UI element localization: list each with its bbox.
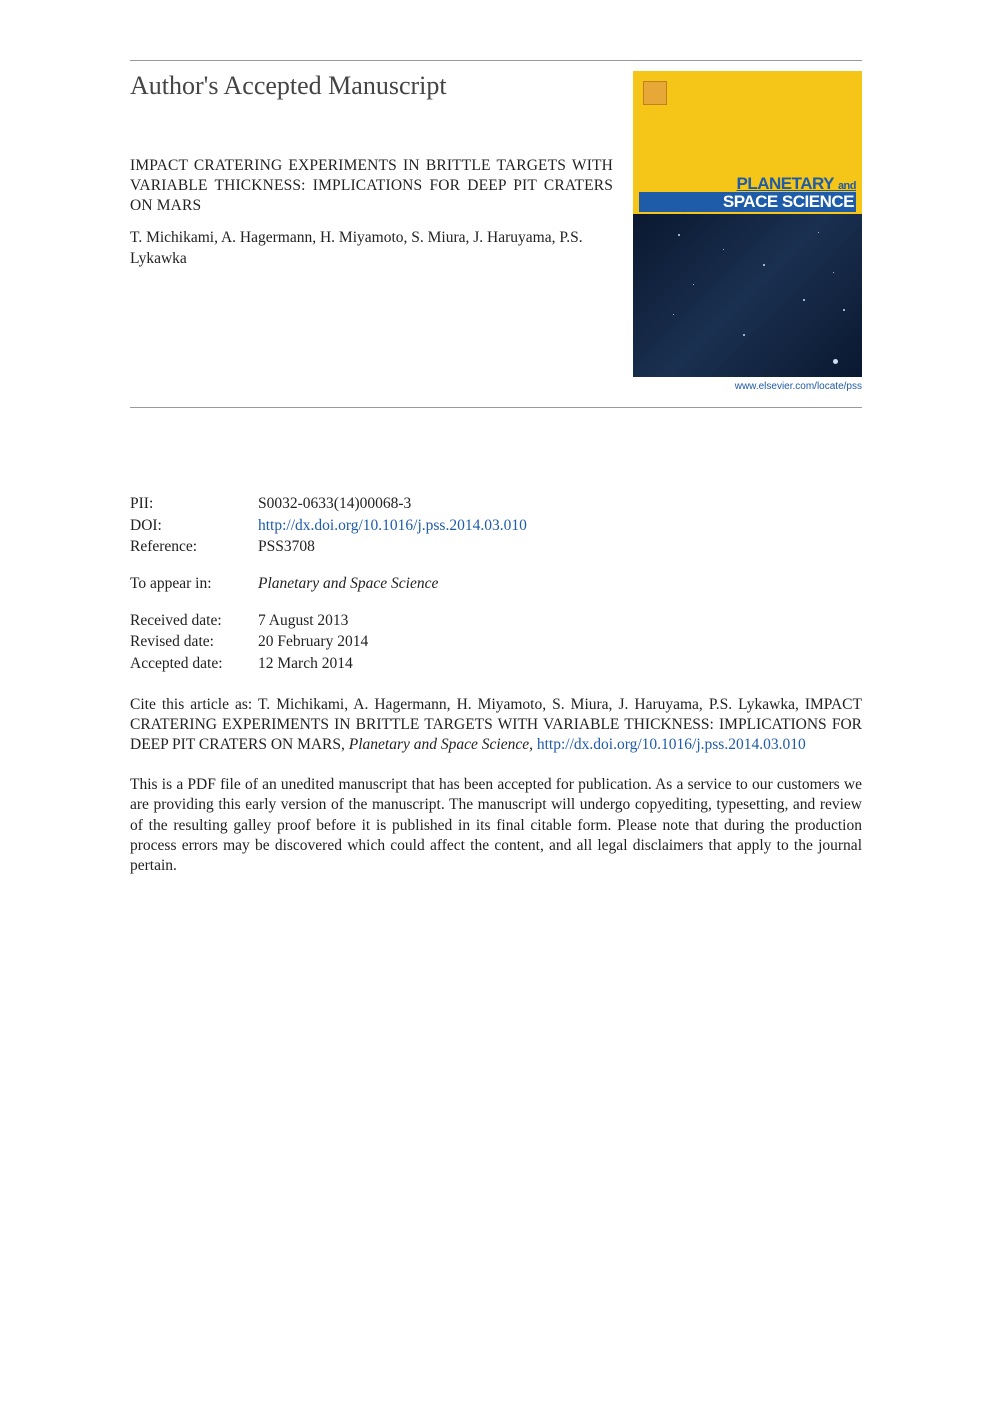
journal-name-line2: SPACE SCIENCE [639,192,856,212]
star-icon [673,314,674,315]
star-icon [833,272,834,273]
doi-link[interactable]: http://dx.doi.org/10.1016/j.pss.2014.03.… [258,517,527,534]
received-value: 7 August 2013 [258,610,862,632]
star-icon [833,359,838,364]
doi-row: DOI: http://dx.doi.org/10.1016/j.pss.201… [130,515,862,537]
citation-text: Cite this article as: T. Michikami, A. H… [130,695,862,755]
star-icon [843,309,845,311]
authors-list: T. Michikami, A. Hagermann, H. Miyamoto,… [130,228,613,268]
cover-top-section: PLANETARY and SPACE SCIENCE [633,71,862,214]
doi-label: DOI: [130,515,258,537]
revised-row: Revised date: 20 February 2014 [130,631,862,653]
journal-website-link[interactable]: www.elsevier.com/locate/pss [633,381,862,392]
reference-row: Reference: PSS3708 [130,536,862,558]
appear-label: To appear in: [130,573,258,595]
reference-label: Reference: [130,536,258,558]
manuscript-type-heading: Author's Accepted Manuscript [130,71,613,101]
star-icon [723,249,724,250]
article-title: IMPACT CRATERING EXPERIMENTS IN BRITTLE … [130,156,613,216]
star-icon [693,284,694,285]
journal-name-planetary: PLANETARY [737,174,834,193]
revised-label: Revised date: [130,631,258,653]
journal-name-space-science: SPACE SCIENCE [721,192,856,211]
citation-journal: Planetary and Space Science, [349,736,537,753]
journal-name-and: and [838,180,856,192]
journal-name-line1: PLANETARY and [639,174,856,194]
star-icon [803,299,805,301]
star-icon [743,334,745,336]
received-row: Received date: 7 August 2013 [130,610,862,632]
star-icon [818,232,819,233]
doi-value: http://dx.doi.org/10.1016/j.pss.2014.03.… [258,515,862,537]
journal-cover-image: PLANETARY and SPACE SCIENCE [633,71,862,377]
accepted-value: 12 March 2014 [258,653,862,675]
journal-title-box: PLANETARY and SPACE SCIENCE [633,172,862,214]
pii-value: S0032-0633(14)00068-3 [258,493,862,515]
header-section: Author's Accepted Manuscript IMPACT CRAT… [130,60,862,408]
received-label: Received date: [130,610,258,632]
cover-space-background [633,214,862,377]
star-icon [678,234,680,236]
accepted-row: Accepted date: 12 March 2014 [130,653,862,675]
disclaimer-text: This is a PDF file of an unedited manusc… [130,775,862,876]
elsevier-logo-icon [643,81,667,105]
appear-value: Planetary and Space Science [258,573,862,595]
star-icon [763,264,765,266]
journal-cover-wrapper: PLANETARY and SPACE SCIENCE [633,71,862,392]
header-left: Author's Accepted Manuscript IMPACT CRAT… [130,71,633,269]
pii-label: PII: [130,493,258,515]
appear-row: To appear in: Planetary and Space Scienc… [130,573,862,595]
metadata-section: PII: S0032-0633(14)00068-3 DOI: http://d… [130,493,862,876]
citation-doi-link[interactable]: http://dx.doi.org/10.1016/j.pss.2014.03.… [537,736,806,753]
accepted-label: Accepted date: [130,653,258,675]
reference-value: PSS3708 [258,536,862,558]
dates-section: Received date: 7 August 2013 Revised dat… [130,610,862,675]
pii-row: PII: S0032-0633(14)00068-3 [130,493,862,515]
revised-value: 20 February 2014 [258,631,862,653]
